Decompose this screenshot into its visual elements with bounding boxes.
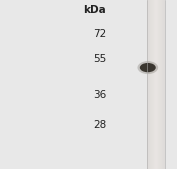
Bar [161, 0, 162, 169]
Bar [153, 0, 154, 169]
Text: 28: 28 [93, 120, 106, 130]
Bar [160, 0, 161, 169]
Text: 55: 55 [93, 54, 106, 64]
Text: kDa: kDa [83, 5, 106, 15]
Bar [154, 0, 155, 169]
Bar [149, 0, 150, 169]
Text: 36: 36 [93, 90, 106, 100]
Ellipse shape [140, 63, 156, 72]
Bar [163, 0, 164, 169]
Bar [148, 0, 149, 169]
Bar [151, 0, 152, 169]
Bar [155, 0, 156, 169]
Bar [150, 0, 151, 169]
Bar [147, 0, 148, 169]
Bar [157, 0, 158, 169]
Bar [164, 0, 165, 169]
Bar [162, 0, 163, 169]
Text: 72: 72 [93, 29, 106, 39]
Bar [156, 0, 157, 169]
Bar [152, 0, 153, 169]
Bar [159, 0, 160, 169]
Bar [158, 0, 159, 169]
Ellipse shape [137, 61, 158, 74]
